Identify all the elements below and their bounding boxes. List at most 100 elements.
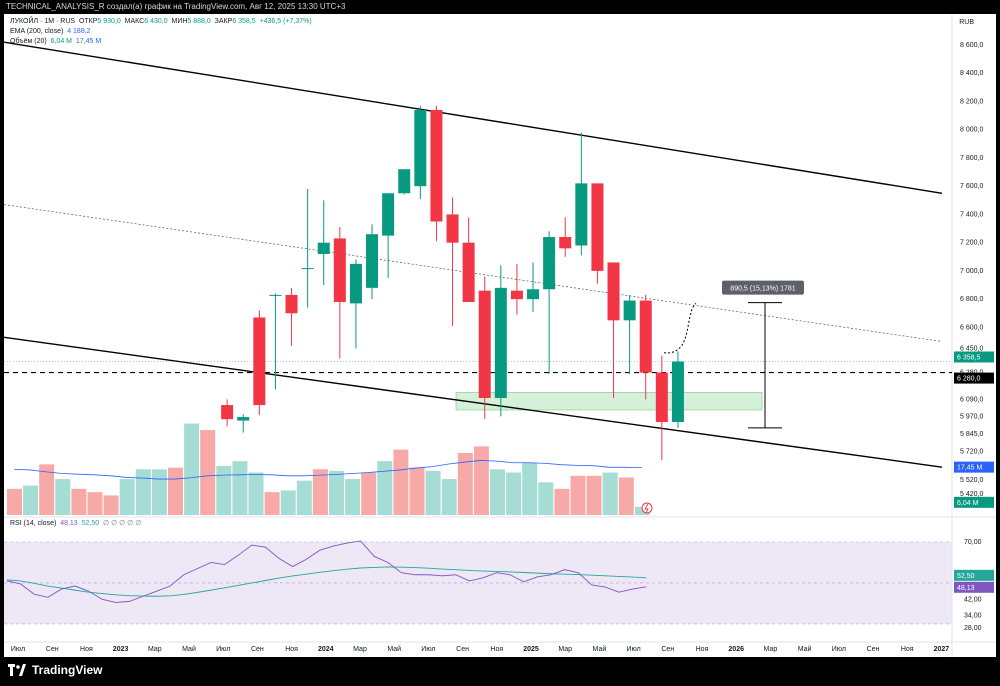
rsi-badge: 48,13 bbox=[957, 585, 975, 592]
time-axis-label: Июл bbox=[626, 646, 640, 653]
volume-bar bbox=[570, 475, 586, 515]
ema-value: 4 188,2 bbox=[67, 28, 91, 35]
volume-bar bbox=[103, 495, 119, 515]
volume-label: Объём (20) bbox=[10, 38, 47, 45]
volume-bar bbox=[7, 488, 22, 515]
volume-bar bbox=[39, 464, 55, 515]
volume-bar bbox=[280, 490, 296, 515]
price-axis-label: 8 200,0 bbox=[960, 98, 983, 105]
volume-bar bbox=[506, 472, 522, 515]
volume-ma-badge-box bbox=[954, 461, 994, 473]
volume-bar bbox=[554, 488, 570, 515]
volume-bar bbox=[216, 466, 232, 515]
volume-bar bbox=[232, 461, 248, 515]
volume-legend[interactable]: Объём (20) 6,04 M 17,45 M bbox=[10, 38, 101, 45]
time-axis-label: 2024 bbox=[318, 646, 334, 653]
volume-bar bbox=[473, 446, 489, 515]
candle-body bbox=[382, 193, 395, 236]
rsi-ma-badge-box bbox=[954, 569, 994, 581]
candle-body bbox=[575, 183, 588, 246]
candle-body bbox=[671, 361, 684, 422]
rsi-axis-label: 34,00 bbox=[964, 613, 982, 620]
low-value: 5 888,0 bbox=[187, 18, 211, 25]
candle-body bbox=[623, 300, 636, 321]
channel-upper-line bbox=[4, 41, 943, 194]
event-flash-glyph bbox=[644, 503, 649, 514]
candle-body bbox=[462, 242, 475, 302]
volume-bar bbox=[586, 475, 602, 515]
volume-bar bbox=[409, 467, 425, 515]
tradingview-logo[interactable]: TradingView bbox=[8, 663, 102, 677]
candle-body bbox=[237, 417, 250, 421]
price-axis-label: 6 450,0 bbox=[960, 346, 983, 353]
candle-body bbox=[317, 242, 330, 254]
time-axis-label: Июл bbox=[11, 646, 25, 653]
price-axis-label: 5 420,0 bbox=[960, 491, 983, 498]
time-axis-label: Ноя bbox=[901, 646, 914, 653]
volume-bar bbox=[425, 470, 441, 515]
price-axis-label: 8 600,0 bbox=[960, 42, 983, 49]
chart-area[interactable]: 890,5 (15,13%) 1781 8 600,0 8 400,0 8 200,0… bbox=[4, 14, 996, 657]
price-axis-label: 8 400,0 bbox=[960, 70, 983, 77]
high-value: 6 430,0 bbox=[144, 18, 168, 25]
currency-label[interactable]: RUB bbox=[959, 19, 974, 26]
time-axis-label: Июл bbox=[421, 646, 435, 653]
candle-body bbox=[301, 268, 314, 270]
price-axis-label: 7 000,0 bbox=[960, 268, 983, 275]
volume-bar bbox=[490, 469, 505, 515]
volume-badge-box bbox=[954, 496, 994, 508]
volume-bar bbox=[248, 472, 264, 515]
time-axis-label: Сен bbox=[867, 646, 880, 653]
price-axis-label: 5 720,0 bbox=[960, 449, 983, 456]
price-axis-label: 6 800,0 bbox=[960, 296, 983, 303]
time-axis-label: Май bbox=[387, 645, 401, 653]
candle-body bbox=[446, 214, 459, 243]
volume-bar bbox=[71, 488, 87, 515]
rsi-ma-line bbox=[6, 566, 647, 597]
volume-bar bbox=[522, 462, 538, 515]
candle-body bbox=[478, 290, 491, 398]
volume-value: 6,04 M bbox=[50, 38, 72, 45]
price-axis-label: 7 400,0 bbox=[960, 211, 983, 218]
volume-bar bbox=[602, 472, 618, 515]
time-axis-label: 2025 bbox=[523, 646, 539, 653]
candle-body bbox=[510, 290, 523, 300]
candle-body bbox=[591, 183, 604, 271]
candle-body bbox=[607, 262, 620, 321]
volume-ma-value: 17,45 M bbox=[75, 38, 102, 45]
support-zone bbox=[455, 392, 763, 411]
measure-label: 890,5 (15,13%) 1781 bbox=[730, 286, 795, 293]
rsi-axis-label: 28,00 bbox=[964, 625, 982, 632]
projection-path bbox=[663, 303, 697, 354]
rsi-extra-values: ∅ ∅ ∅ ∅ ∅ bbox=[103, 520, 142, 527]
volume-bar bbox=[151, 469, 167, 515]
high-label: МАКС bbox=[124, 18, 145, 25]
rsi-label: RSI (14, close) bbox=[10, 520, 57, 527]
rsi-axis-label: 42,00 bbox=[964, 596, 982, 603]
symbol-label[interactable]: ЛУКОЙЛ · 1M · RUS bbox=[10, 18, 76, 25]
rsi-line bbox=[6, 540, 647, 603]
time-axis-label: Мар bbox=[353, 646, 367, 653]
event-flash-icon bbox=[641, 502, 653, 514]
volume-bar bbox=[184, 423, 200, 515]
time-axis-label: 2027 bbox=[934, 646, 950, 653]
volume-bar bbox=[441, 479, 457, 515]
dashed-level-badge-box bbox=[954, 372, 994, 384]
close-label: ЗАКР bbox=[214, 18, 233, 25]
volume-ma-badge: 17,45 M bbox=[957, 465, 982, 472]
volume-bar bbox=[538, 482, 554, 515]
rsi-legend[interactable]: RSI (14, close) 48,13 52,50 ∅ ∅ ∅ ∅ ∅ bbox=[10, 519, 141, 527]
candle-body bbox=[269, 294, 282, 296]
candle-body bbox=[527, 289, 540, 300]
volume-bar bbox=[296, 480, 312, 515]
candle-body bbox=[655, 372, 668, 422]
time-axis-label: Сен bbox=[661, 646, 674, 653]
ema-legend[interactable]: EMA (200, close) 4 188,2 bbox=[10, 28, 91, 35]
chart-canvas[interactable]: 890,5 (15,13%) 1781 8 600,0 8 400,0 8 200,0… bbox=[4, 14, 996, 657]
time-axis-label: Сен bbox=[251, 646, 264, 653]
volume-bar bbox=[329, 470, 344, 515]
open-value: 5 930,0 bbox=[97, 18, 121, 25]
time-axis-label: 2023 bbox=[113, 646, 129, 653]
time-axis-label: Ноя bbox=[285, 646, 298, 653]
volume-bar bbox=[457, 452, 473, 515]
